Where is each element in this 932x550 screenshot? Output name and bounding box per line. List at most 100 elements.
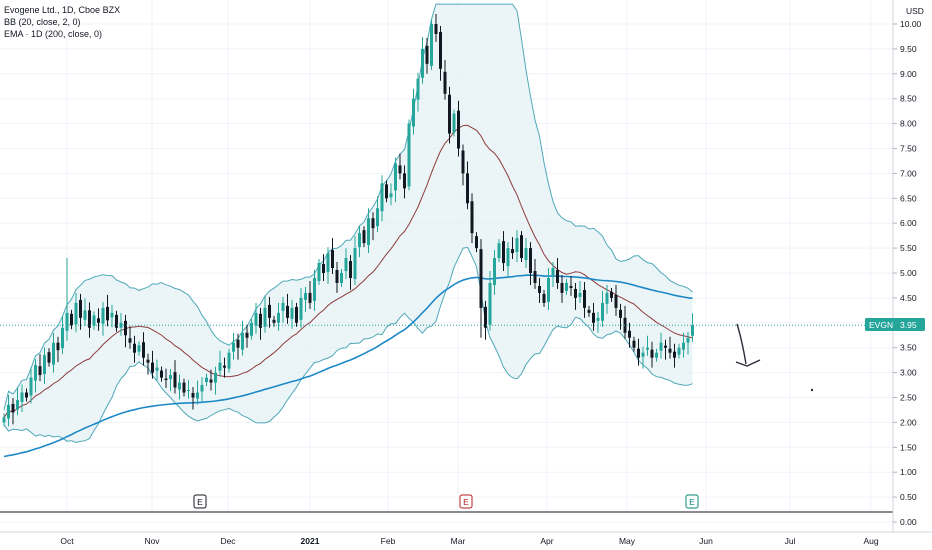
candle-body <box>74 302 78 325</box>
candle-body <box>16 399 19 410</box>
bollinger-band-fill <box>4 4 693 443</box>
candle-body <box>668 348 672 353</box>
candle-body <box>389 193 393 198</box>
ema-200-line <box>3 274 693 458</box>
time-tick-label: May <box>619 536 636 546</box>
candle-body <box>421 48 424 78</box>
candle-body <box>322 264 325 273</box>
time-tick-label: Oct <box>60 536 74 546</box>
candle-body <box>182 382 186 393</box>
candle-body <box>34 365 37 381</box>
candle-body <box>569 285 573 288</box>
candle-body <box>20 392 24 402</box>
price-tick-label: 1.50 <box>900 442 917 452</box>
candle-body <box>461 150 465 174</box>
candle-body <box>106 306 109 321</box>
time-tick-label: Feb <box>381 536 396 546</box>
candle-body <box>556 270 559 283</box>
earnings-marker[interactable]: E <box>685 494 699 509</box>
price-tag: EVGN 3.95 <box>865 318 925 331</box>
candle-body <box>542 293 546 303</box>
candle-body <box>214 372 217 383</box>
candle-body <box>281 302 285 311</box>
candle-body <box>475 236 478 249</box>
price-axis[interactable]: 10.00 9.50 9.00 8.50 8.00 7.50 7.00 6.50 6.00 5.5… <box>893 19 922 527</box>
candle-body <box>7 404 10 419</box>
candle-body <box>583 289 586 308</box>
candle-body <box>637 348 640 358</box>
candle-body <box>124 320 127 336</box>
time-axis[interactable]: Oct Nov Dec 2021 Feb Mar Apr May Jun Jul Aug <box>60 536 878 546</box>
candle-body <box>385 184 388 199</box>
candlestick-series <box>2 14 694 427</box>
candle-body <box>650 349 654 358</box>
candle-body <box>529 248 532 273</box>
bollinger-lower-band <box>3 246 693 444</box>
legend-ema-line: EMA · 1D (200, close, 0) <box>4 29 103 39</box>
price-tick-label: 3.00 <box>900 368 917 378</box>
candle-body <box>434 24 438 34</box>
candle-body <box>578 292 582 297</box>
candle-body <box>605 292 609 304</box>
time-tick-label: Jun <box>699 536 713 546</box>
candle-body <box>340 273 343 283</box>
candle-body <box>443 71 447 94</box>
candle-body <box>565 282 568 291</box>
time-tick-label: Jul <box>785 536 796 546</box>
candle-body <box>497 243 501 259</box>
legend-bb-line: BB (20, close, 2, 0) <box>4 17 81 27</box>
price-tick-label: 9.00 <box>900 69 917 79</box>
candle-body <box>547 277 550 302</box>
candle-body <box>430 24 433 66</box>
candle-body <box>439 31 442 69</box>
price-tick-label: 10.00 <box>900 19 922 29</box>
candle-body <box>272 319 276 323</box>
candle-body <box>632 340 636 348</box>
earnings-marker-label: E <box>463 497 469 507</box>
candle-body <box>205 377 208 383</box>
earnings-marker-box <box>459 494 473 509</box>
earnings-marker[interactable]: E <box>193 494 207 509</box>
time-tick-label: Mar <box>451 536 466 546</box>
earnings-marker[interactable]: E <box>459 494 473 509</box>
candle-body <box>245 332 249 338</box>
candle-body <box>52 342 55 365</box>
candle-body <box>277 312 280 323</box>
price-tag-symbol: EVGN <box>869 320 893 330</box>
candle-body <box>335 270 339 283</box>
price-tick-label: 3.50 <box>900 343 917 353</box>
candle-body <box>677 347 681 355</box>
candle-body <box>187 390 190 392</box>
candle-body <box>236 339 240 348</box>
candle-body <box>142 342 145 358</box>
candle-body <box>299 297 303 320</box>
price-tick-label: 6.50 <box>900 193 917 203</box>
candle-body <box>133 343 136 353</box>
chart-legend: Evogene Ltd., 1D, Cboe BZX BB (20, close… <box>4 4 120 40</box>
candle-body <box>641 352 645 357</box>
candle-body <box>659 342 663 351</box>
currency-label: USD <box>906 6 924 16</box>
candle-body <box>304 292 307 300</box>
candle-body <box>506 248 510 267</box>
candle-body <box>173 372 177 388</box>
candle-body <box>290 307 294 319</box>
candle-body <box>2 417 6 423</box>
candle-body <box>61 327 64 349</box>
candle-body <box>502 241 505 264</box>
candle-body <box>110 312 114 318</box>
legend-symbol-line: Evogene Ltd., 1D, Cboe BZX <box>4 5 121 15</box>
candle-body <box>484 306 487 328</box>
candle-body <box>538 285 541 293</box>
candle-body <box>344 258 348 272</box>
price-tag-value: 3.95 <box>900 320 917 330</box>
candle-body <box>196 392 199 399</box>
candle-body <box>164 378 168 381</box>
candle-body <box>88 310 91 328</box>
candle-body <box>371 218 375 229</box>
candle-body <box>137 345 141 352</box>
price-tag-background <box>865 318 925 331</box>
candle-body <box>326 253 330 273</box>
candle-body <box>628 330 631 338</box>
